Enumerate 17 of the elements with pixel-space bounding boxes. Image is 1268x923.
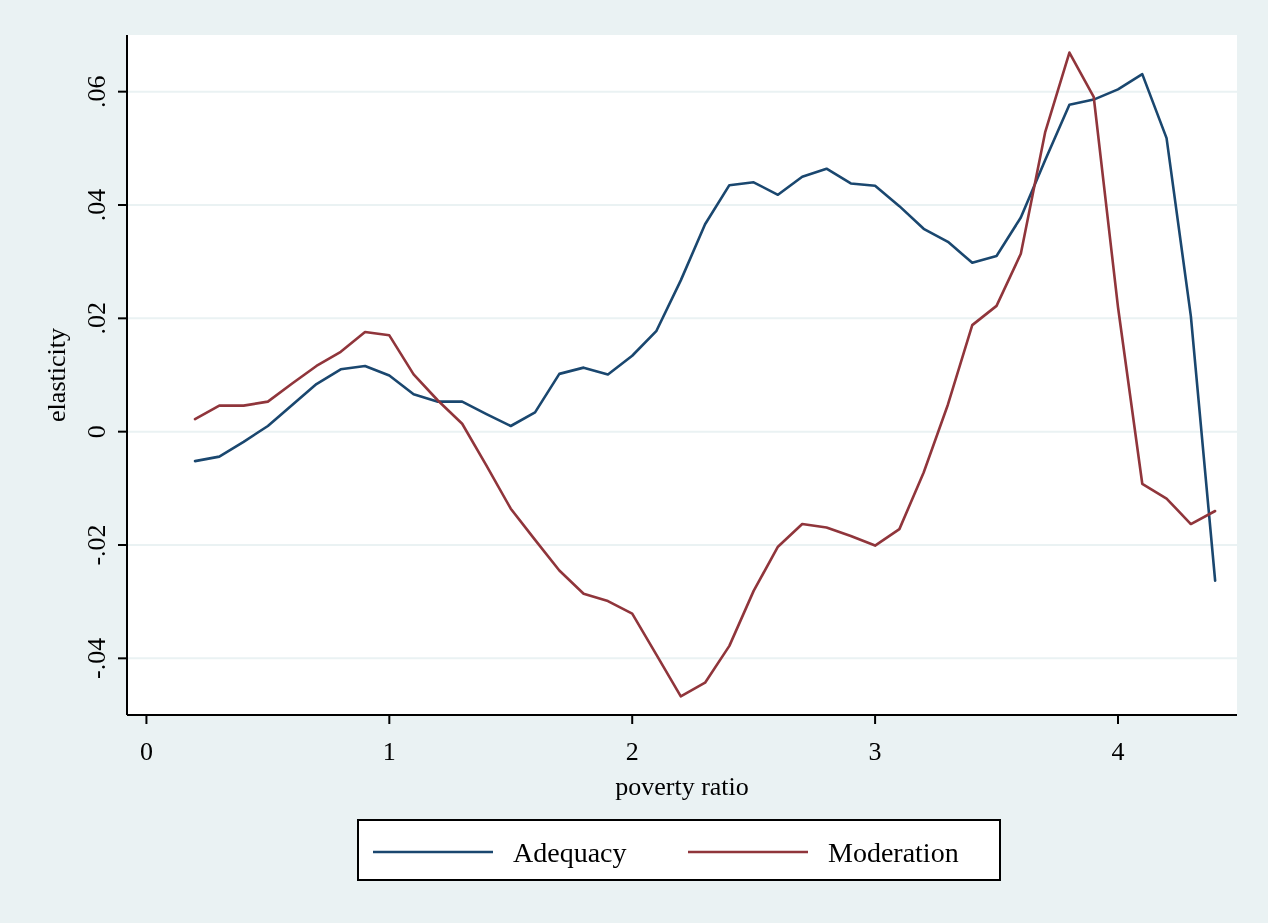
y-tick-label: 0 (82, 425, 111, 439)
x-axis-title: poverty ratio (615, 772, 749, 801)
legend-label: Adequacy (513, 837, 627, 868)
x-tick-label: 1 (382, 737, 396, 766)
x-tick-label: 3 (868, 737, 882, 766)
line-series (193, 51, 1217, 698)
x-tick-label: 0 (139, 737, 153, 766)
y-tick-label: .06 (82, 75, 111, 108)
y-tick-label: -.02 (82, 524, 111, 566)
line-series (193, 72, 1217, 582)
legend-label: Moderation (828, 837, 959, 868)
y-tick-label: .02 (82, 302, 111, 335)
y-axis-title: elasticity (42, 328, 71, 422)
x-tick-label: 4 (1111, 737, 1125, 766)
y-tick-label: -.04 (82, 637, 111, 679)
x-tick-label: 2 (625, 737, 639, 766)
y-tick-label: .04 (82, 188, 111, 222)
